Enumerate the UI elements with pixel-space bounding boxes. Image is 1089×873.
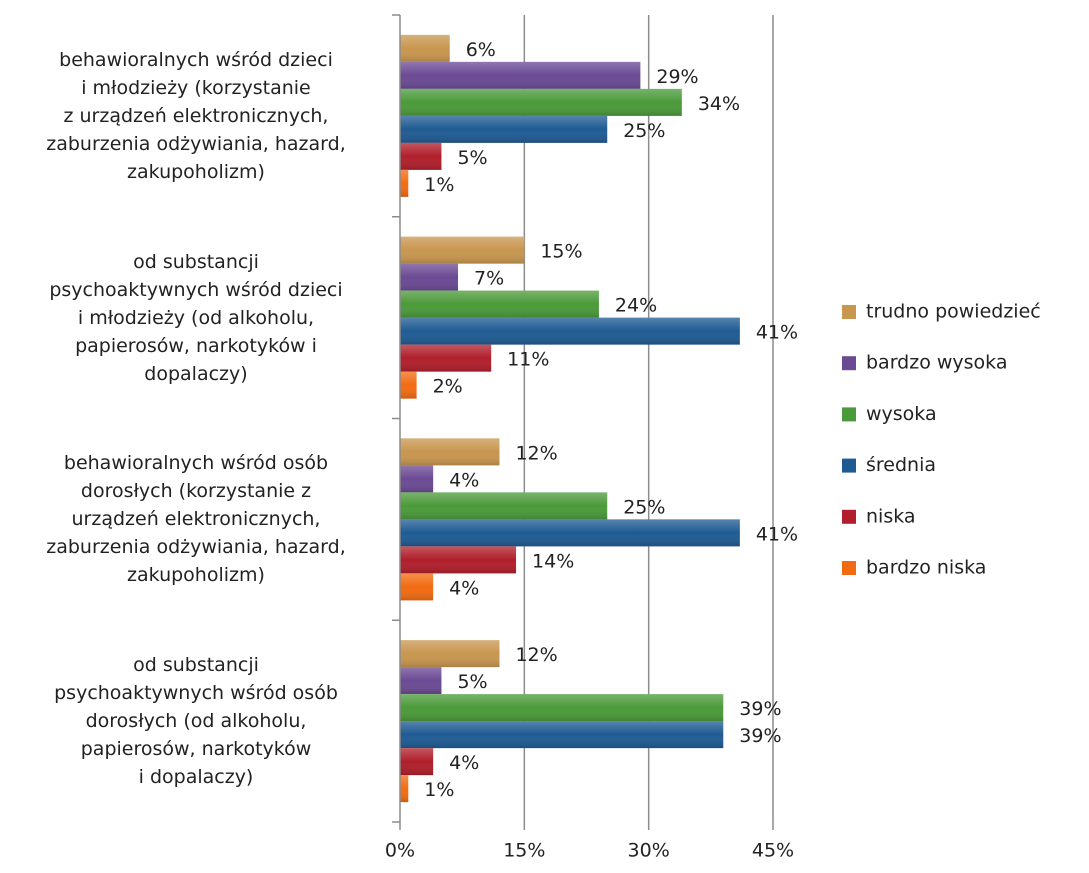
data-label: 41% — [756, 523, 798, 545]
data-label: 2% — [433, 376, 463, 398]
data-label: 12% — [515, 442, 557, 464]
data-label: 25% — [623, 496, 665, 518]
bar-shine — [400, 519, 740, 547]
bar-shine — [400, 61, 641, 89]
bar-shine — [400, 748, 434, 776]
legend-swatch — [842, 509, 856, 524]
bar-shine — [400, 142, 442, 170]
bar-shine — [400, 492, 608, 520]
data-label: 1% — [424, 779, 454, 801]
legend-swatch — [842, 356, 856, 371]
bar-shine — [400, 667, 442, 695]
data-label: 14% — [532, 550, 574, 572]
bar-shine — [400, 290, 599, 318]
bar-shine — [400, 573, 434, 601]
bar-shine — [400, 344, 492, 372]
data-label: 39% — [739, 725, 781, 747]
x-tick-label: 30% — [628, 840, 670, 862]
bar-shine — [400, 546, 517, 574]
data-label: 1% — [424, 174, 454, 196]
bar-shine — [400, 371, 417, 399]
bar-shine — [400, 115, 608, 143]
data-label: 5% — [457, 147, 487, 169]
bar-shine — [400, 34, 450, 62]
legend-label: niska — [866, 505, 916, 527]
bar-shine — [400, 775, 409, 803]
x-tick-label: 15% — [503, 840, 545, 862]
data-label: 6% — [466, 39, 496, 61]
legend-label: trudno powiedzieć — [866, 301, 1041, 323]
category-label: behawioralnych wśród osób dorosłych (kor… — [46, 452, 346, 587]
data-label: 4% — [449, 577, 479, 599]
data-label: 34% — [698, 93, 740, 115]
data-label: 11% — [507, 349, 549, 371]
data-label: 7% — [474, 268, 504, 290]
bar-shine — [400, 465, 434, 493]
bar-shine — [400, 640, 500, 668]
data-label: 29% — [656, 66, 698, 88]
bar-shine — [400, 694, 724, 722]
bar-shine — [400, 438, 500, 466]
x-tick-label: 0% — [385, 840, 415, 862]
data-label: 24% — [615, 295, 657, 317]
category-label: od substancji psychoaktywnych wśród osób… — [54, 654, 338, 789]
bar-shine — [400, 169, 409, 197]
data-label: 41% — [756, 322, 798, 344]
bar-shine — [400, 88, 682, 116]
data-label: 12% — [515, 644, 557, 666]
category-label: behawioralnych wśród dzieci i młodzieży … — [46, 48, 346, 183]
data-label: 5% — [457, 671, 487, 693]
data-label: 25% — [623, 120, 665, 142]
legend-swatch — [842, 561, 856, 575]
bar-shine — [400, 721, 724, 749]
bar-shine — [400, 317, 740, 345]
data-label: 39% — [739, 698, 781, 720]
legend-label: średnia — [866, 454, 936, 476]
bar-shine — [400, 263, 459, 291]
data-label: 4% — [449, 469, 479, 491]
legend-label: bardzo niska — [866, 557, 986, 579]
x-tick-label: 45% — [752, 840, 794, 862]
data-label: 4% — [449, 752, 479, 774]
data-label: 15% — [540, 241, 582, 263]
bar-shine — [400, 236, 525, 264]
legend-label: bardzo wysoka — [866, 352, 1008, 374]
legend-swatch — [842, 305, 856, 319]
legend-label: wysoka — [866, 403, 937, 425]
category-label: od substancji psychoaktywnych wśród dzie… — [49, 250, 343, 385]
legend-swatch — [842, 407, 856, 422]
legend-swatch — [842, 458, 856, 473]
